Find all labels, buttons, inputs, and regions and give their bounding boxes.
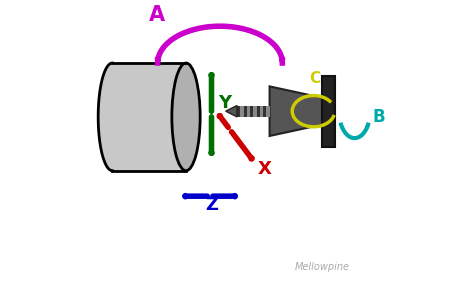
Polygon shape [270,86,322,136]
Ellipse shape [172,63,200,171]
Text: Z: Z [205,196,218,214]
Text: X: X [258,160,272,178]
Text: A: A [149,5,165,24]
Polygon shape [263,106,266,117]
Text: Y: Y [219,94,232,112]
Text: C: C [310,71,320,86]
Polygon shape [256,106,260,117]
Ellipse shape [98,63,127,171]
Polygon shape [237,106,240,117]
Polygon shape [250,106,253,117]
Polygon shape [240,106,244,117]
Polygon shape [112,63,186,171]
Polygon shape [266,106,270,117]
Polygon shape [260,106,263,117]
Text: B: B [373,108,386,126]
Polygon shape [322,76,335,147]
Text: Mellowpine: Mellowpine [294,262,349,272]
Polygon shape [247,106,250,117]
Polygon shape [253,106,256,117]
Polygon shape [226,106,237,117]
Polygon shape [244,106,247,117]
